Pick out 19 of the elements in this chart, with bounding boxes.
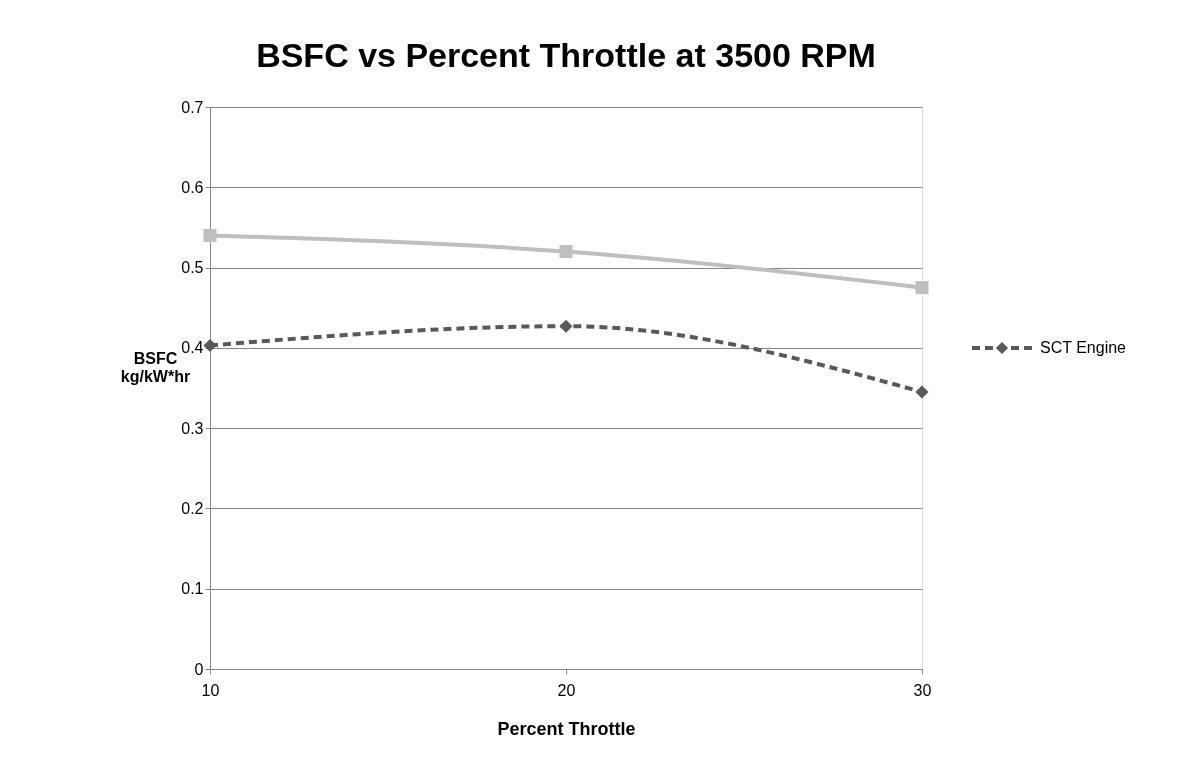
y-tick-label: 0.3 xyxy=(181,419,204,437)
point xyxy=(559,245,573,259)
y-tick-label: 0 xyxy=(194,660,204,678)
y-tick-label: 0.1 xyxy=(181,580,204,598)
legend-label: SCT Engine xyxy=(1040,339,1127,356)
chart-title: BSFC vs Percent Throttle at 3500 RPM xyxy=(256,36,876,74)
point xyxy=(915,385,929,399)
x-axis-title: Percent Throttle xyxy=(497,718,636,739)
x-tick-label: 30 xyxy=(913,681,932,699)
x-tick-label: 10 xyxy=(201,681,220,699)
point xyxy=(559,319,573,333)
point xyxy=(203,228,217,242)
point xyxy=(203,338,217,352)
y-tick-label: 0.2 xyxy=(181,499,204,517)
y-tick-label: 0.7 xyxy=(181,98,204,116)
point xyxy=(915,281,929,295)
y-tick-label: 0.6 xyxy=(181,178,204,196)
x-tick-label: 20 xyxy=(557,681,576,699)
y-tick-label: 0.5 xyxy=(181,259,204,277)
